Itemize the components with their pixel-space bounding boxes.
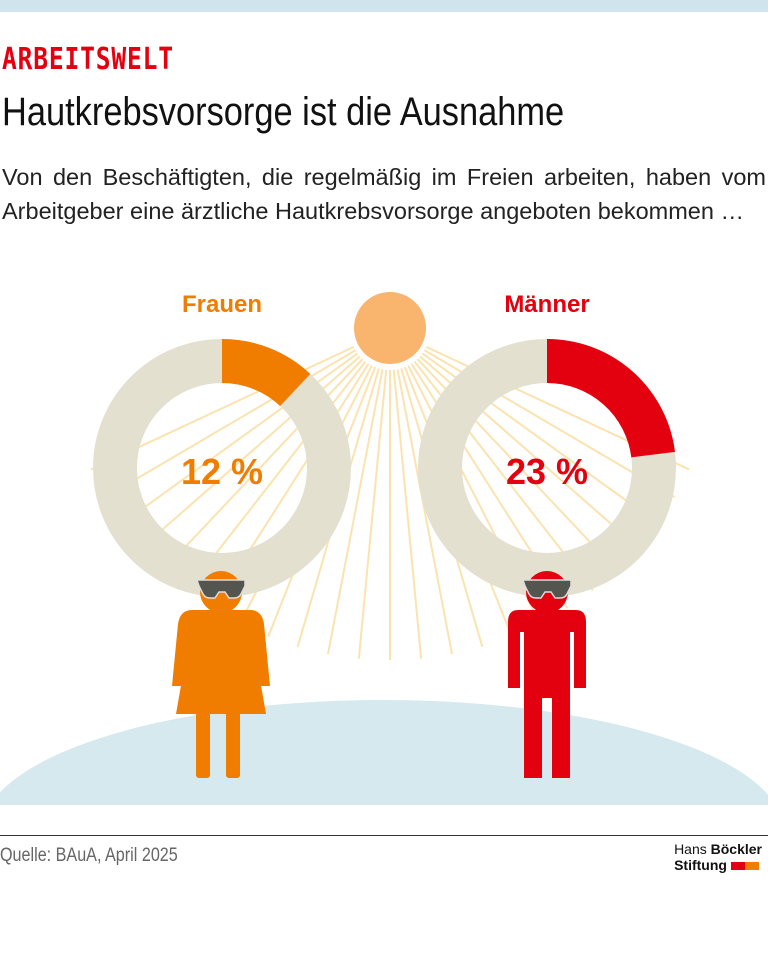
value-label: 12 % xyxy=(181,451,263,492)
sun-ray xyxy=(186,360,367,591)
divider xyxy=(0,835,768,836)
donut-segment-männer xyxy=(546,339,675,459)
woman-leg xyxy=(226,712,240,778)
series-label: Männer xyxy=(504,291,589,318)
sun-ray xyxy=(396,369,454,655)
top-bar xyxy=(0,0,768,12)
sun-ray xyxy=(121,352,359,525)
value-label: 23 % xyxy=(506,451,588,492)
sun-ray xyxy=(162,358,364,571)
logo: Hans Böckler Stiftung xyxy=(674,841,762,873)
donut-segment-frauen xyxy=(221,339,311,407)
sun-icon xyxy=(354,292,426,364)
sun-ray xyxy=(141,355,361,549)
woman-figure xyxy=(172,610,270,714)
woman-leg xyxy=(196,712,210,778)
sun-ray xyxy=(392,369,423,659)
series-label: Frauen xyxy=(182,291,262,318)
sunglasses-icon xyxy=(195,579,246,599)
sun-ray xyxy=(326,369,384,655)
source-note: Quelle: BAuA, April 2025 xyxy=(0,845,178,866)
sun-ray xyxy=(104,349,357,498)
ground xyxy=(0,700,768,830)
sun-ray xyxy=(357,369,388,659)
subtitle: Von den Beschäftigten, die regelmäßig im… xyxy=(2,164,766,224)
page-title: Hautkrebsvorsorge ist die Ausnahme xyxy=(2,90,565,134)
man-figure xyxy=(508,610,586,778)
sunglasses-icon xyxy=(521,579,572,599)
infographic: 12 % Frauen 23 % Männer xyxy=(0,291,768,830)
kicker: ARBEITSWELT xyxy=(2,42,174,77)
